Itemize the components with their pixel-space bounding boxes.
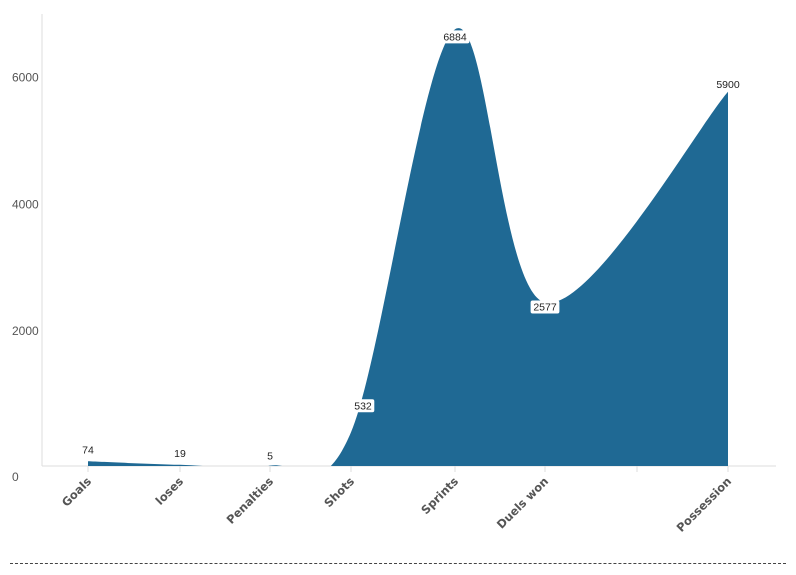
data-label: 5900 xyxy=(716,79,740,91)
data-label: 6884 xyxy=(443,31,467,43)
footer-divider xyxy=(10,563,786,564)
category-label: Duels won xyxy=(494,474,551,531)
y-tick-label: 0 xyxy=(12,470,19,484)
category-label: Goals xyxy=(59,474,94,509)
y-tick-label: 6000 xyxy=(12,70,39,84)
data-label-bg xyxy=(351,399,375,413)
category-label: loses xyxy=(153,474,187,508)
data-label: 532 xyxy=(354,400,372,412)
data-label: 19 xyxy=(174,448,186,460)
category-label: Possession xyxy=(674,474,734,534)
data-labels: 74 19 5 532 6884 2577 5900 xyxy=(82,30,743,463)
area-layer xyxy=(88,28,728,466)
data-label: 2577 xyxy=(533,302,557,314)
category-labels: Goals loses Penalties Shots Sprints Duels won… xyxy=(59,474,734,535)
category-label: Penalties xyxy=(224,474,277,527)
data-label-bg xyxy=(530,300,560,314)
y-tick-label: 4000 xyxy=(12,197,39,211)
data-label-bg xyxy=(440,30,470,44)
data-label: 5 xyxy=(267,451,273,463)
data-label-bg xyxy=(713,77,743,91)
category-label: Shots xyxy=(321,474,357,510)
y-tick-label: 2000 xyxy=(12,324,39,338)
data-label: 74 xyxy=(82,444,94,456)
category-label: Sprints xyxy=(418,474,461,517)
area-series xyxy=(88,28,728,466)
